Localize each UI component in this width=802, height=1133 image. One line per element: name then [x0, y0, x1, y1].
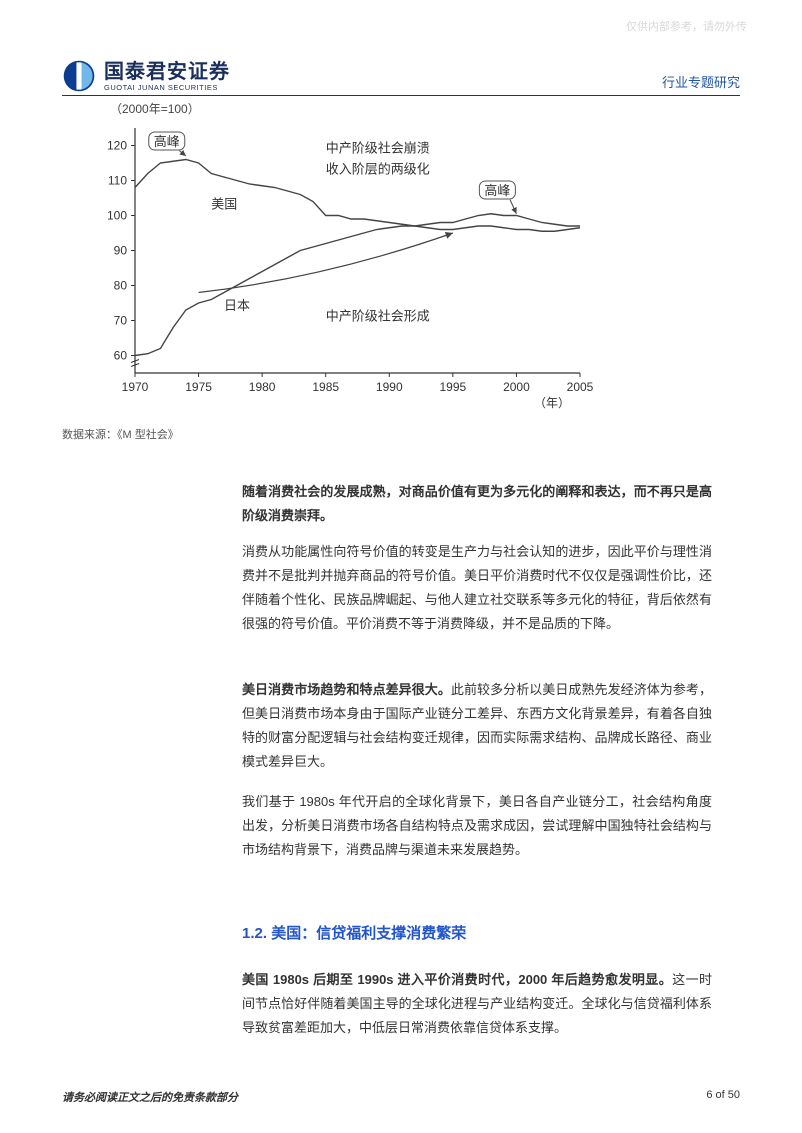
data-source: 数据来源：《M 型社会》 — [62, 426, 179, 442]
svg-text:1980: 1980 — [249, 380, 276, 394]
footer-disclaimer: 请务必阅读正文之后的免责条款部分 — [62, 1089, 238, 1105]
paragraph-5: 美国 1980s 后期至 1990s 进入平价消费时代，2000 年后趋势愈发明… — [242, 968, 712, 1040]
svg-text:高峰: 高峰 — [154, 134, 180, 149]
paragraph-5-lead: 美国 1980s 后期至 1990s 进入平价消费时代，2000 年后趋势愈发明… — [242, 972, 672, 987]
company-logo-icon — [62, 59, 96, 93]
section-heading: 1.2. 美国：信贷福利支撑消费繁荣 — [242, 922, 466, 943]
svg-text:80: 80 — [114, 279, 128, 293]
logo-text-cn: 国泰君安证券 — [104, 61, 230, 83]
svg-text:1970: 1970 — [122, 380, 149, 394]
svg-text:1975: 1975 — [185, 380, 212, 394]
logo-area: 国泰君安证券 GUOTAI JUNAN SECURITIES — [62, 59, 230, 93]
svg-text:120: 120 — [107, 139, 127, 153]
svg-text:1985: 1985 — [312, 380, 339, 394]
section-title: 美国：信贷福利支撑消费繁荣 — [271, 925, 466, 942]
paragraph-2: 消费从功能属性向符号价值的转变是生产力与社会认知的进步，因此平价与理性消费并不是… — [242, 540, 712, 636]
document-category: 行业专题研究 — [662, 72, 740, 93]
footer-page-number: 6 of 50 — [706, 1089, 740, 1105]
chart-canvas: 60 70 80 90 100 110 120 1970 1975 1980 1985 1990 199… — [80, 118, 600, 418]
svg-text:中产阶级社会形成: 中产阶级社会形成 — [326, 309, 430, 324]
paragraph-1: 随着消费社会的发展成熟，对商品价值有更为多元化的阐释和表达，而不再只是高阶级消费… — [242, 480, 712, 528]
svg-text:高峰: 高峰 — [484, 183, 510, 198]
svg-text:日本: 日本 — [224, 298, 250, 313]
svg-text:90: 90 — [114, 244, 128, 258]
svg-text:2005: 2005 — [567, 380, 594, 394]
section-number: 1.2. — [242, 925, 267, 942]
paragraph-3: 美日消费市场趋势和特点差异很大。此前较多分析以美日成熟先发经济体为参考，但美日消… — [242, 678, 712, 774]
svg-text:1990: 1990 — [376, 380, 403, 394]
paragraph-3-lead: 美日消费市场趋势和特点差异很大。 — [242, 682, 451, 697]
chart-y-unit: （2000年=100） — [110, 100, 200, 117]
svg-text:中产阶级社会崩溃: 中产阶级社会崩溃 — [326, 141, 430, 156]
paragraph-4: 我们基于 1980s 年代开启的全球化背景下，美日各自产业链分工，社会结构角度出… — [242, 790, 712, 862]
svg-text:美国: 美国 — [211, 197, 237, 212]
svg-text:1995: 1995 — [440, 380, 467, 394]
svg-text:100: 100 — [107, 209, 127, 223]
svg-text:（年）: （年） — [534, 396, 570, 410]
watermark-text: 仅供内部参考，请勿外传 — [626, 18, 747, 34]
svg-text:110: 110 — [108, 174, 127, 188]
logo-text-block: 国泰君安证券 GUOTAI JUNAN SECURITIES — [104, 61, 230, 92]
svg-text:收入阶层的两级化: 收入阶层的两级化 — [326, 162, 430, 177]
page-header: 国泰君安证券 GUOTAI JUNAN SECURITIES 行业专题研究 — [62, 48, 740, 96]
logo-text-en: GUOTAI JUNAN SECURITIES — [104, 83, 230, 92]
svg-text:2000: 2000 — [503, 380, 530, 394]
page-footer: 请务必阅读正文之后的免责条款部分 6 of 50 — [62, 1089, 740, 1105]
svg-text:60: 60 — [114, 349, 128, 363]
line-chart: （2000年=100） 60 70 80 90 100 110 120 1970 1975 198… — [80, 100, 600, 420]
svg-text:70: 70 — [114, 314, 128, 328]
